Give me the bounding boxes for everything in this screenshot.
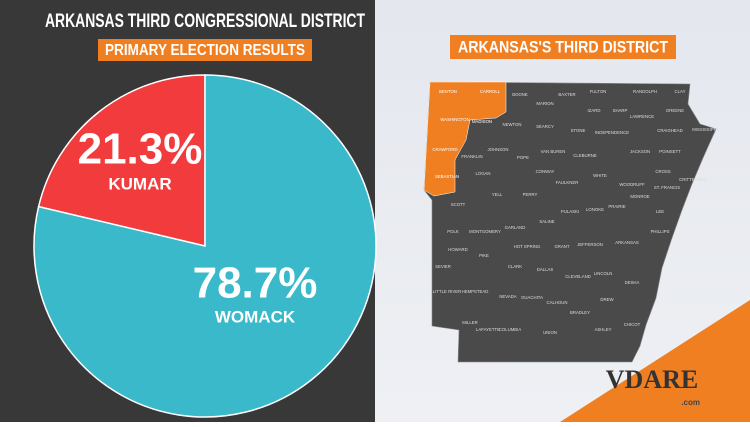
county-label: IZARD bbox=[588, 108, 601, 113]
pie: 21.3%KUMAR 78.7%WOMACK bbox=[33, 74, 377, 418]
county-label: BOONE bbox=[512, 92, 528, 97]
county-label: LOGAN bbox=[475, 171, 490, 176]
county-label: CRAWFORD bbox=[432, 147, 457, 152]
watermark-suffix: .com bbox=[681, 398, 700, 407]
county-label: CONWAY bbox=[536, 169, 555, 174]
county-label: SCOTT bbox=[451, 202, 466, 207]
county-label: PIKE bbox=[479, 253, 489, 258]
county-label: WOODRUFF bbox=[619, 182, 645, 187]
county-label: VAN BUREN bbox=[541, 149, 566, 154]
county-label: POINSETT bbox=[659, 149, 681, 154]
slice-label: WOMACK bbox=[215, 307, 296, 326]
chart-subtitle: PRIMARY ELECTION RESULTS bbox=[105, 42, 305, 59]
county-label: LAFAYETTE bbox=[476, 327, 500, 332]
corner-accent bbox=[560, 300, 750, 422]
county-label: SHARP bbox=[613, 108, 628, 113]
county-label: BRADLEY bbox=[570, 310, 590, 315]
county-label: POLK bbox=[447, 229, 459, 234]
county-label: FAULKNER bbox=[556, 180, 579, 185]
county-label: SALINE bbox=[539, 219, 554, 224]
county-label: MARION bbox=[536, 101, 553, 106]
pie-slice bbox=[33, 74, 377, 418]
county-label: JOHNSON bbox=[487, 147, 508, 152]
county-label: MONTGOMERY bbox=[469, 229, 501, 234]
county-label: FULTON bbox=[590, 89, 607, 94]
slice-label: KUMAR bbox=[108, 174, 171, 193]
county-label: COLUMBIA bbox=[499, 327, 522, 332]
county-label: CLEBURNE bbox=[573, 153, 597, 158]
value-label: 78.7% bbox=[193, 259, 318, 308]
county-label: LONOKE bbox=[586, 207, 604, 212]
county-label: SEARCY bbox=[536, 124, 554, 129]
county-label: UNION bbox=[543, 330, 557, 335]
county-label: GRANT bbox=[554, 244, 569, 249]
county-label: CRAIGHEAD bbox=[657, 128, 683, 133]
county-label: STONE bbox=[571, 128, 586, 133]
county-label: INDEPENDENCE bbox=[595, 130, 629, 135]
county-label: CLAY bbox=[675, 89, 686, 94]
county-label: ARKANSAS bbox=[615, 240, 639, 245]
county-label: PRAIRIE bbox=[608, 204, 625, 209]
map-title-box bbox=[450, 35, 676, 59]
county-label: JACKSON bbox=[630, 149, 650, 154]
chart-title: ARKANSAS THIRD CONGRESSIONAL DISTRICT bbox=[45, 11, 365, 32]
county-label: LAWRENCE bbox=[630, 114, 654, 119]
county-label: PULASKI bbox=[561, 209, 579, 214]
map-title: ARKANSAS'S THIRD DISTRICT bbox=[458, 37, 669, 56]
pie-slice bbox=[37, 74, 206, 247]
county-label: RANDOLPH bbox=[633, 89, 657, 94]
subtitle-box bbox=[98, 39, 312, 61]
watermark-brand: VDARE bbox=[606, 365, 698, 394]
county-label: LITTLE RIVER bbox=[433, 289, 461, 294]
county-label: DREW bbox=[600, 297, 614, 302]
county-label: HEMPSTEAD bbox=[462, 289, 489, 294]
county-label: GREENE bbox=[666, 108, 684, 113]
county-label: LEE bbox=[656, 209, 664, 214]
county-label: JEFFERSON bbox=[577, 242, 603, 247]
county-label: HOT SPRING bbox=[514, 244, 541, 249]
county-label: MADISON bbox=[472, 119, 492, 124]
district-area bbox=[423, 81, 507, 197]
value-label: 21.3% bbox=[78, 125, 203, 174]
county-label: SEVIER bbox=[435, 264, 451, 269]
county-label: NEWTON bbox=[502, 122, 521, 127]
county-label: BENTON bbox=[439, 89, 457, 94]
county-label: MONROE bbox=[630, 194, 649, 199]
county-label: CALHOUN bbox=[546, 300, 567, 305]
county-label: CRITTENDEN bbox=[679, 177, 707, 182]
county-label: BAXTER bbox=[558, 92, 575, 97]
county-label: OUACHITA bbox=[521, 295, 543, 300]
county-label: LINCOLN bbox=[594, 271, 613, 276]
county-label: CROSS bbox=[655, 169, 670, 174]
county-label: DESHA bbox=[625, 280, 640, 285]
county-label: SEBASTIAN bbox=[435, 174, 459, 179]
county-label: CHICOT bbox=[624, 322, 641, 327]
county-label: ASHLEY bbox=[595, 327, 612, 332]
county-label: HOWARD bbox=[448, 247, 467, 252]
county-label: PERRY bbox=[523, 192, 538, 197]
county-label: FRANKLIN bbox=[461, 154, 482, 159]
county-label: WASHINGTON bbox=[440, 117, 469, 122]
state-map bbox=[423, 81, 717, 363]
county-label: NEVADA bbox=[499, 294, 516, 299]
county-label: MISSISSIPPI bbox=[692, 127, 718, 132]
county-label: CLEVELAND bbox=[565, 274, 591, 279]
county-label: PHILLIPS bbox=[651, 229, 670, 234]
county-label: ST. FRANCIS bbox=[654, 185, 680, 190]
county-label: DALLAS bbox=[537, 267, 554, 272]
county-label: GARLAND bbox=[505, 225, 526, 230]
county-label: CLARK bbox=[508, 264, 522, 269]
county-label: POPE bbox=[517, 155, 529, 160]
county-label: YELL bbox=[492, 192, 503, 197]
county-label: MILLER bbox=[462, 320, 478, 325]
county-labels: BENTON CARROLL WASHINGTON MADISON CRAWFORD SE… bbox=[432, 89, 717, 335]
county-label: CARROLL bbox=[480, 89, 501, 94]
county-label: WHITE bbox=[593, 173, 607, 178]
